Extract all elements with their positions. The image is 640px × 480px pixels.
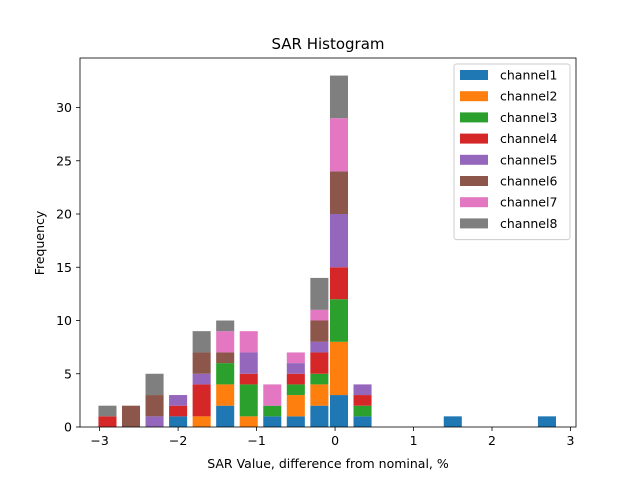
bar-channel6-5 — [216, 352, 235, 364]
bar-channel3-5 — [216, 363, 235, 385]
bar-channel5-2 — [145, 416, 164, 427]
bar-channel4-3 — [169, 405, 188, 417]
y-tick-label: 30 — [56, 100, 72, 115]
bar-channel3-10 — [329, 299, 349, 342]
bar-channel1-11 — [353, 416, 372, 427]
legend-swatch-channel7 — [460, 197, 488, 208]
plot-frame — [79, 57, 577, 428]
bar-channel2-8 — [286, 395, 305, 417]
bar-channel8-2 — [145, 373, 164, 396]
bar-channel6-1 — [121, 405, 141, 427]
x-tick-label: 1 — [410, 433, 418, 448]
bar-channel7-6 — [239, 331, 258, 353]
bar-channel7-9 — [310, 309, 329, 321]
x-tick-label: 3 — [567, 433, 575, 448]
bar-channel6-9 — [310, 320, 329, 342]
bar-channel1-10 — [329, 395, 349, 427]
bar-channel6-2 — [145, 395, 164, 417]
legend-label-channel6: channel6 — [500, 174, 557, 189]
bar-channel4-11 — [353, 395, 372, 406]
bar-channel2-4 — [192, 416, 211, 427]
bar-channel4-0 — [98, 416, 117, 427]
legend-label-channel4: channel4 — [500, 131, 557, 146]
bar-channel1-3 — [169, 416, 188, 427]
x-tick-label: 0 — [331, 433, 339, 448]
bar-channel1-8 — [286, 416, 305, 427]
bar-channel1-9 — [310, 405, 329, 427]
bar-channel3-8 — [286, 384, 305, 396]
legend: channel1 channel2 channel3 channel4 channel5… — [453, 63, 571, 241]
bar-channel5-9 — [310, 341, 329, 353]
bar-channel5-4 — [192, 373, 211, 385]
bar-channel7-8 — [286, 352, 305, 364]
legend-swatch-channel3 — [460, 112, 488, 123]
bar-channel3-11 — [353, 405, 372, 417]
bar-channel7-5 — [216, 331, 235, 353]
y-tick-label: 15 — [56, 260, 72, 275]
bar-channel5-3 — [169, 395, 188, 406]
y-tick-label: 25 — [56, 153, 72, 168]
legend-label-channel8: channel8 — [500, 216, 557, 231]
bar-channel3-7 — [263, 405, 282, 417]
y-tick-label: 10 — [56, 313, 72, 328]
y-tick-label: 0 — [64, 420, 72, 435]
legend-swatch-channel1 — [460, 70, 488, 80]
legend-swatch-channel8 — [460, 218, 488, 229]
x-tick-label: 2 — [488, 433, 496, 448]
bar-channel1-13 — [537, 416, 556, 427]
bar-channel8-0 — [98, 405, 117, 417]
legend-box — [453, 63, 571, 241]
legend-label-channel1: channel1 — [500, 68, 557, 83]
y-tick-label: 20 — [56, 207, 72, 222]
bar-channel2-5 — [216, 384, 235, 406]
bar-channel1-5 — [216, 405, 235, 427]
bar-channel8-10 — [329, 75, 349, 119]
bar-channel3-9 — [310, 373, 329, 385]
chart-title: SAR Histogram — [271, 35, 384, 53]
bar-channel8-9 — [310, 277, 329, 310]
legend-label-channel7: channel7 — [500, 195, 557, 210]
legend-swatch-channel4 — [460, 133, 488, 144]
bar-channel6-10 — [329, 171, 349, 215]
bar-channel6-4 — [192, 352, 211, 374]
legend-swatch-channel2 — [460, 91, 488, 102]
bar-channel1-12 — [443, 416, 462, 427]
x-tick-label: −3 — [90, 433, 108, 448]
x-tick-label: −2 — [169, 433, 187, 448]
bar-channel8-4 — [192, 331, 211, 353]
bar-channel7-10 — [329, 118, 349, 172]
legend-swatch-channel5 — [460, 154, 488, 165]
bar-channel5-10 — [329, 214, 349, 268]
bar-channel5-11 — [353, 384, 372, 396]
bar-channel5-8 — [286, 363, 305, 374]
bar-channel7-7 — [263, 384, 282, 406]
bar-channel2-6 — [239, 416, 258, 427]
x-axis-label: SAR Value, difference from nominal, % — [207, 456, 449, 471]
legend-swatch-channel6 — [460, 176, 488, 186]
bar-channel3-6 — [239, 384, 258, 417]
legend-label-channel2: channel2 — [500, 89, 557, 104]
bar-channel2-10 — [329, 341, 349, 396]
bar-channel1-7 — [263, 416, 282, 427]
bar-channel2-9 — [310, 384, 329, 406]
x-tick-label: −1 — [247, 433, 265, 448]
legend-label-channel5: channel5 — [500, 152, 557, 167]
bar-channel5-6 — [239, 352, 258, 374]
legend-label-channel3: channel3 — [500, 110, 557, 125]
bars-layer — [98, 75, 556, 427]
bar-channel8-5 — [216, 320, 235, 332]
bar-channel4-8 — [286, 373, 305, 385]
y-axis-label: Frequency — [32, 210, 47, 275]
bar-channel4-10 — [329, 267, 349, 300]
bar-channel4-6 — [239, 373, 258, 385]
bar-channel4-9 — [310, 352, 329, 374]
bar-channel4-4 — [192, 384, 211, 417]
y-tick-label: 5 — [64, 366, 72, 381]
